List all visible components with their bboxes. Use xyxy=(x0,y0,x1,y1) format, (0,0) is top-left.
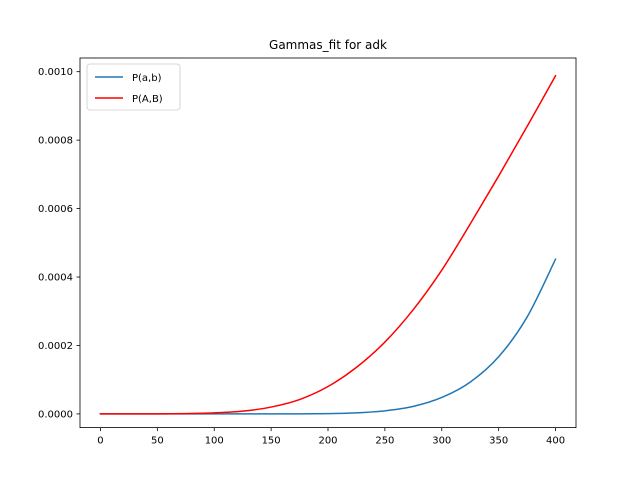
y-axis: 0.0000 0.0002 0.0004 0.0006 0.0008 0.0010 xyxy=(38,67,80,420)
x-tick-label: 0 xyxy=(97,436,103,447)
legend-label-1: P(a,b) xyxy=(132,73,162,84)
y-tick-label: 0.0008 xyxy=(38,136,73,147)
x-tick-label: 250 xyxy=(375,436,394,447)
plot-area xyxy=(99,74,557,415)
x-tick-label: 350 xyxy=(489,436,508,447)
x-tick-label: 200 xyxy=(318,436,337,447)
y-tick-label: 0.0004 xyxy=(38,273,73,284)
x-tick-label: 50 xyxy=(151,436,164,447)
x-tick-label: 100 xyxy=(205,436,224,447)
x-tick-label: 150 xyxy=(262,436,281,447)
legend-label-2: P(A,B) xyxy=(132,94,163,105)
chart-title: Gammas_fit for adk xyxy=(269,38,387,52)
y-tick-label: 0.0006 xyxy=(38,204,73,215)
x-tick-label: 400 xyxy=(546,436,565,447)
y-tick-label: 0.0010 xyxy=(38,67,73,78)
y-tick-label: 0.0002 xyxy=(38,341,73,352)
x-tick-label: 300 xyxy=(432,436,451,447)
series-line-2 xyxy=(99,74,557,415)
y-tick-label: 0.0000 xyxy=(38,409,73,420)
x-axis: 0 50 100 150 200 250 300 350 400 xyxy=(97,427,565,447)
legend: P(a,b) P(A,B) xyxy=(86,63,181,111)
